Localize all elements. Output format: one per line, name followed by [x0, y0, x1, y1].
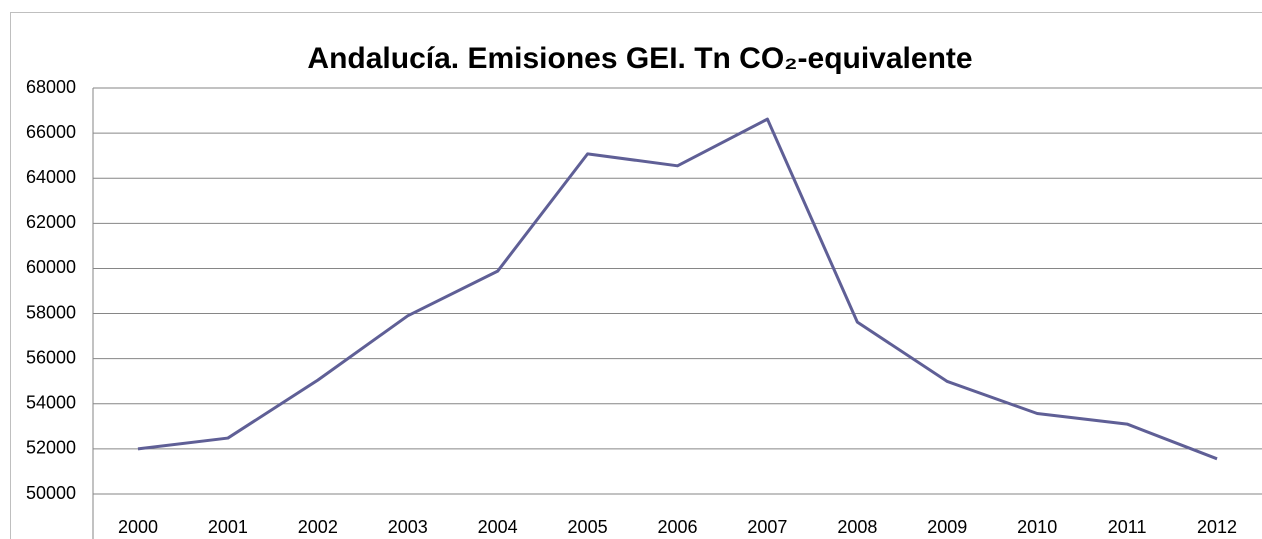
x-tick-label: 2002 [298, 517, 338, 537]
x-tick-label: 2011 [1108, 517, 1147, 537]
y-tick-label: 62000 [26, 212, 76, 232]
y-tick-label: 64000 [26, 167, 76, 187]
x-tick-label: 2000 [118, 517, 158, 537]
x-tick-label: 2007 [747, 517, 787, 537]
chart-frame [10, 12, 1262, 539]
data-line [137, 117, 1218, 461]
y-tick-label: 60000 [26, 257, 76, 277]
y-tick-label: 56000 [26, 347, 76, 367]
x-tick-label: 2003 [388, 517, 428, 537]
x-tick-label: 2008 [837, 517, 877, 537]
chart-title: Andalucía. Emisiones GEI. Tn CO₂-equival… [307, 42, 972, 75]
y-tick-label: 54000 [26, 393, 76, 413]
x-tick-label: 2005 [568, 517, 608, 537]
x-tick-label: 2004 [478, 517, 518, 537]
x-tick-label: 2006 [657, 517, 697, 537]
y-tick-label: 58000 [26, 302, 76, 322]
x-tick-label: 2012 [1197, 517, 1237, 537]
x-tick-label: 2001 [208, 517, 248, 537]
y-tick-label: 68000 [26, 77, 76, 97]
y-tick-label: 50000 [26, 483, 76, 503]
x-tick-label: 2009 [927, 517, 967, 537]
x-tick-label: 2010 [1017, 517, 1057, 537]
y-tick-label: 66000 [26, 122, 76, 142]
y-tick-label: 52000 [26, 438, 76, 458]
